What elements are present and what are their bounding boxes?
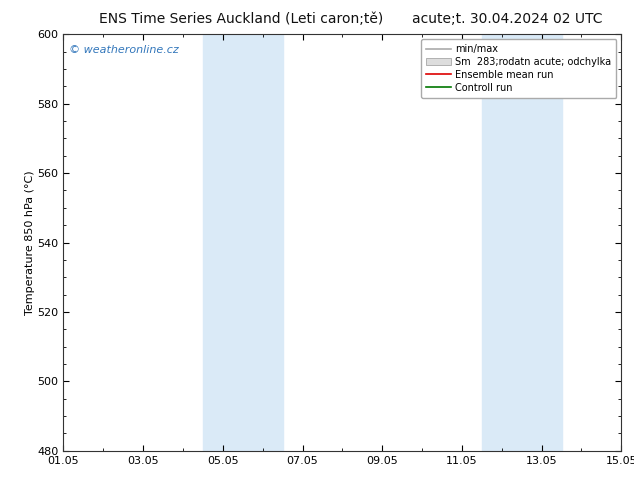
Y-axis label: Temperature 850 hPa (°C): Temperature 850 hPa (°C) [25,170,34,315]
Text: ENS Time Series Auckland (Leti caron;tě): ENS Time Series Auckland (Leti caron;tě) [99,12,383,26]
Text: acute;t. 30.04.2024 02 UTC: acute;t. 30.04.2024 02 UTC [412,12,602,26]
Legend: min/max, Sm  283;rodatn acute; odchylka, Ensemble mean run, Controll run: min/max, Sm 283;rodatn acute; odchylka, … [422,39,616,98]
Text: © weatheronline.cz: © weatheronline.cz [69,45,179,55]
Bar [482,34,562,451]
Bar [203,34,283,451]
